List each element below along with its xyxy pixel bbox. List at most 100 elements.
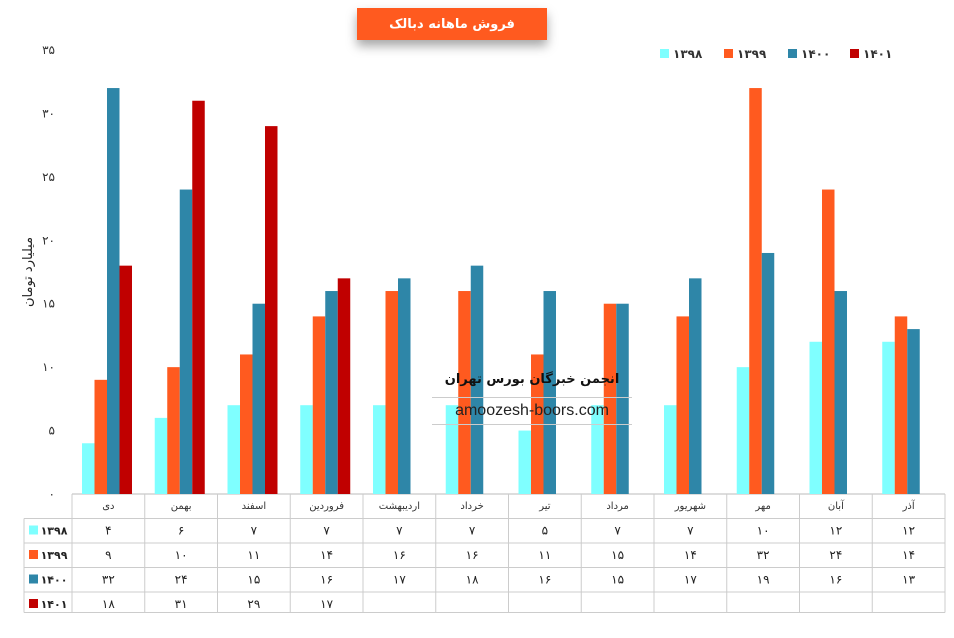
table-cell: ۶	[178, 524, 184, 538]
table-cell: ۱۱	[538, 548, 551, 562]
bar-1-9	[664, 405, 677, 494]
table-series-key	[29, 550, 38, 559]
table-cell: ۱۳	[902, 573, 915, 587]
bar-4-1	[119, 265, 132, 494]
bar-3-9	[689, 278, 702, 494]
table-cell: ۱۴	[684, 548, 697, 562]
table-cell: ۱۰	[757, 524, 770, 538]
watermark: انجمن خبرگان بورس تهران amoozesh-boors.c…	[432, 372, 632, 425]
bar-2-11	[822, 189, 835, 495]
category-label: اردیبهشت	[379, 501, 420, 512]
bar-1-11	[809, 341, 822, 494]
legend: ۱۳۹۸ ۱۳۹۹ ۱۴۰۰ ۱۴۰۱	[660, 47, 892, 61]
bar-1-2	[154, 417, 168, 494]
category-label: تیر	[538, 501, 551, 512]
bar-1-4	[300, 405, 313, 494]
table-cell: ۳۲	[757, 548, 770, 562]
bar-2-10	[749, 88, 762, 495]
bar-3-1	[107, 88, 120, 495]
bars	[72, 88, 945, 495]
bar-4-2	[192, 100, 205, 494]
table-cell: ۱۶	[466, 548, 479, 562]
table-cell: ۱۰	[175, 548, 188, 562]
bar-3-5	[398, 278, 411, 494]
category-label: آبان	[828, 499, 845, 512]
table-cell: ۱۷	[684, 573, 697, 587]
legend-swatch	[660, 49, 669, 58]
bar-3-11	[834, 291, 847, 494]
table-cell: ۴	[105, 524, 111, 538]
table-cell: ۱۲	[829, 524, 842, 538]
table-cell: ۷	[687, 524, 694, 538]
bar-1-7	[518, 430, 531, 494]
y-tick-label: ۱۵	[42, 297, 55, 311]
category-label: آذر	[902, 499, 916, 512]
bar-2-3	[240, 354, 253, 494]
chart-title: فروش ماهانه دبالک	[357, 8, 547, 40]
category-label: بهمن	[171, 501, 192, 512]
watermark-url: amoozesh-boors.com	[432, 397, 632, 425]
bar-2-6	[458, 291, 471, 494]
table-cell: ۲۴	[829, 548, 842, 562]
category-label: فروردین	[309, 501, 344, 512]
legend-label: ۱۴۰۱	[863, 47, 892, 61]
legend-swatch	[724, 49, 733, 58]
legend-label: ۱۳۹۹	[737, 47, 767, 61]
category-label: دی	[102, 501, 114, 512]
table-series-key	[29, 525, 38, 535]
bar-3-12	[907, 329, 920, 494]
y-axis-ticks: ۰ ۵ ۱۰ ۱۵ ۲۰ ۲۵ ۳۰ ۳۵	[42, 43, 55, 501]
table-cell: ۳۲	[102, 573, 115, 587]
y-tick-label: ۵	[49, 424, 55, 438]
legend-swatch	[788, 49, 797, 58]
bar-4-4	[337, 278, 351, 494]
table-cell: ۱۷	[320, 597, 333, 611]
bar-3-3	[252, 303, 265, 494]
bar-4-3	[265, 126, 278, 494]
table-cell: ۱۶	[829, 573, 842, 587]
bar-2-2	[167, 367, 180, 494]
table-cell: ۱۵	[247, 573, 260, 587]
y-tick-label: ۰	[49, 487, 55, 501]
legend-swatch	[850, 49, 859, 58]
bar-2-8	[603, 303, 617, 494]
table-cell: ۷	[323, 524, 330, 538]
table-cell: ۷	[614, 524, 621, 538]
bar-1-8	[591, 405, 604, 494]
table-cell: ۲۴	[175, 573, 188, 587]
table-cell: ۷	[396, 524, 403, 538]
table-series-name: ۱۴۰۱	[41, 598, 68, 611]
bar-1-3	[227, 405, 240, 494]
table-cell: ۷	[251, 524, 258, 538]
bar-2-12	[894, 316, 908, 494]
table-cell: ۲۹	[247, 597, 260, 611]
table-series-name: ۱۴۰۰	[41, 574, 68, 587]
watermark-title: انجمن خبرگان بورس تهران	[444, 372, 620, 387]
table-cell: ۱۲	[902, 524, 915, 538]
bar-1-6	[445, 405, 459, 494]
y-tick-label: ۲۵	[42, 170, 55, 184]
table-cell: ۹	[105, 548, 111, 562]
category-label: شهریور	[674, 501, 706, 512]
bar-3-10	[761, 252, 775, 494]
table-cell: ۱۴	[320, 548, 333, 562]
table-cell: ۱۸	[102, 597, 115, 611]
bar-2-9	[676, 316, 689, 494]
table-cell: ۵	[542, 524, 548, 538]
category-label: مرداد	[606, 501, 629, 512]
bar-3-8	[616, 303, 629, 494]
table-cell: ۱۶	[320, 573, 333, 587]
bar-3-7	[543, 291, 556, 494]
table-cell: ۱۴	[902, 548, 915, 562]
legend-label: ۱۳۹۸	[673, 47, 703, 61]
y-tick-label: ۳۰	[42, 106, 55, 120]
bar-3-6	[470, 265, 484, 494]
bar-1-12	[882, 341, 895, 494]
bar-1-1	[82, 443, 95, 494]
bar-3-2	[179, 189, 193, 495]
table-cell: ۱۷	[393, 573, 406, 587]
category-label: اسفند	[242, 501, 266, 512]
bar-2-5	[385, 291, 398, 494]
table-series-name: ۱۳۹۸	[41, 525, 68, 538]
